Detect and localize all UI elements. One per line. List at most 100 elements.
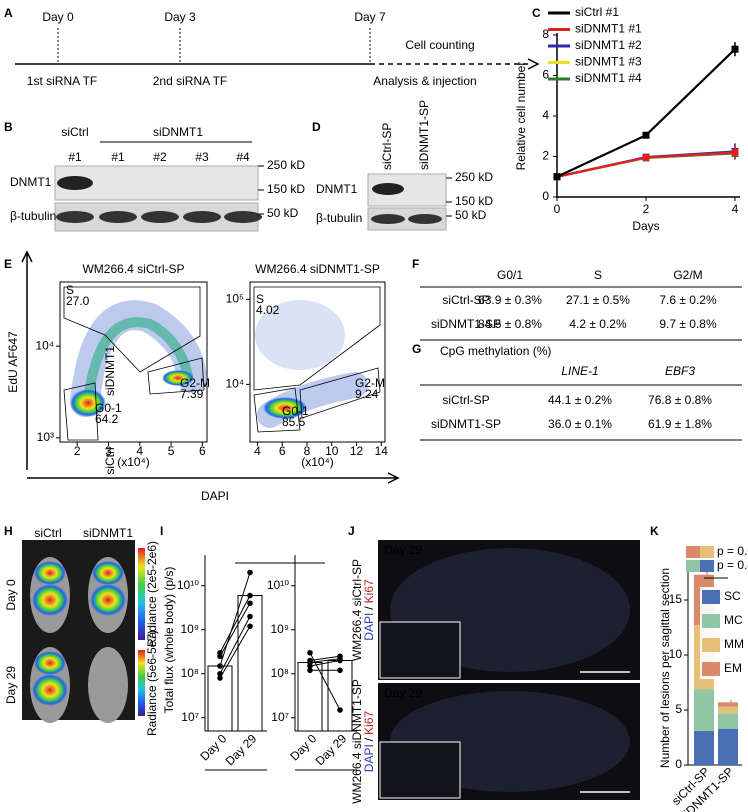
x-unit-label: (x10⁴) [117,455,150,469]
color-scale [138,650,145,716]
lane-group-label: siDNMT1 [153,125,203,139]
row-label: siCtrl-SP [442,293,489,307]
x-tick-label: 4 [732,202,739,216]
data-point [247,613,253,620]
density-cloud [83,317,193,405]
gate [253,387,301,433]
plot-title: WM266.4 siCtrl-SP [82,262,184,276]
blot-band [372,183,404,195]
plot-title: WM266.4 siDNMT1-SP [255,262,380,276]
day-label: Day 29 [384,543,422,557]
legend-label: MM [724,637,744,651]
panel-label: A [4,6,13,20]
axis-arrow [27,472,400,484]
gate-value: 85.5 [282,415,306,429]
signal [34,651,66,675]
gate-label: G0-1 [95,401,122,415]
y-tick-label: 15 [669,592,683,606]
panel-label: K [650,524,659,538]
data-point [217,663,223,669]
y-axis-label: EdU AF647 [6,331,20,393]
y-tick-label: 0 [542,189,549,203]
row-label: Day 29 [4,666,18,704]
density-core [263,397,307,419]
pair-line [219,572,251,667]
signal [34,561,66,585]
gate-value: 64.2 [95,412,119,426]
signal [32,584,68,616]
density-core [70,389,106,417]
panel-label: E [4,257,12,271]
mouse [88,647,128,723]
marker-label: 150 kD [455,194,493,208]
y-tick-label: 10¹⁰ [267,578,289,592]
x-axis-label: Days [632,219,659,233]
y-axis-label: Relative cell number [514,62,528,171]
panel-label: I [160,524,163,538]
y-tick-label: 10⁸ [271,666,289,680]
p-swatch [686,560,700,572]
x-tick-label: 12 [350,444,364,458]
table-header: G2/M [673,268,702,282]
table-cell: 76.8 ± 0.8% [648,393,712,407]
stain-label: DAPI / Ki67 [362,710,376,772]
table-header: S [594,268,602,282]
blot-band [371,214,405,224]
gate-label: S [256,292,264,306]
pair-line [309,658,341,664]
density-cloud [255,300,345,370]
panel-label: J [348,524,355,538]
table-header: EBF3 [665,364,695,378]
event-label: 1st siRNA TF [27,74,97,88]
day-label: Day 0 [42,10,74,24]
y-tick-label: 10 [669,647,683,661]
pair-line [219,626,251,679]
blot-image [367,207,447,231]
legend-swatch [702,590,720,604]
gate [253,286,381,391]
marker-label: 250 kD [267,158,305,172]
lane-group-label: siCtrl [61,125,88,139]
y-tick-label: 0 [675,757,682,771]
y-tick-label: 4 [542,108,549,122]
bar-segment [694,730,714,765]
legend-label: siCtrl #1 [575,5,619,19]
y-tick-label: 10⁴ [35,338,54,352]
x-tick-label: 2 [643,202,650,216]
data-point [247,592,253,599]
data-point [217,675,223,681]
x-tick-label: 3 [105,444,112,458]
blot-band [183,211,221,223]
stain-part: DAPI [362,744,376,772]
row-label: DNMT1 [10,175,52,189]
legend-swatch [702,662,720,676]
row-label: DNMT1 [316,182,358,196]
y-tick-label: 10⁹ [181,622,200,636]
row-label: β-tubulin [316,211,362,225]
stain-part: DAPI [362,613,376,641]
lane-label: siCtrl-SP [380,123,394,170]
gate-value: 27.0 [66,294,90,308]
marker-label: 150 kD [267,182,305,196]
blot-band [408,214,442,224]
y-tick-label: 8 [542,27,549,41]
density-core [162,370,194,386]
data-point [307,649,313,656]
data-point [247,623,253,630]
p-swatch [686,546,700,558]
lane-label: #4 [236,150,250,164]
scale-label: Radiance (5e6-5e7) [145,630,159,736]
table-cell: 61.9 ± 1.8% [648,417,712,431]
signal [92,561,124,585]
p-value: p = 0.4144 [717,558,748,572]
bar-segment [694,689,714,731]
stain-part: / [362,606,376,610]
lane-label: #1 [68,150,82,164]
row-label: Day 0 [4,579,18,611]
y-tick-label: 10³ [37,430,54,444]
y-tick-label: 10⁸ [181,666,199,680]
color-scale [138,548,145,640]
data-point [731,148,739,156]
y-axis-label: Total flux (whole body) (p/s) [162,567,176,714]
